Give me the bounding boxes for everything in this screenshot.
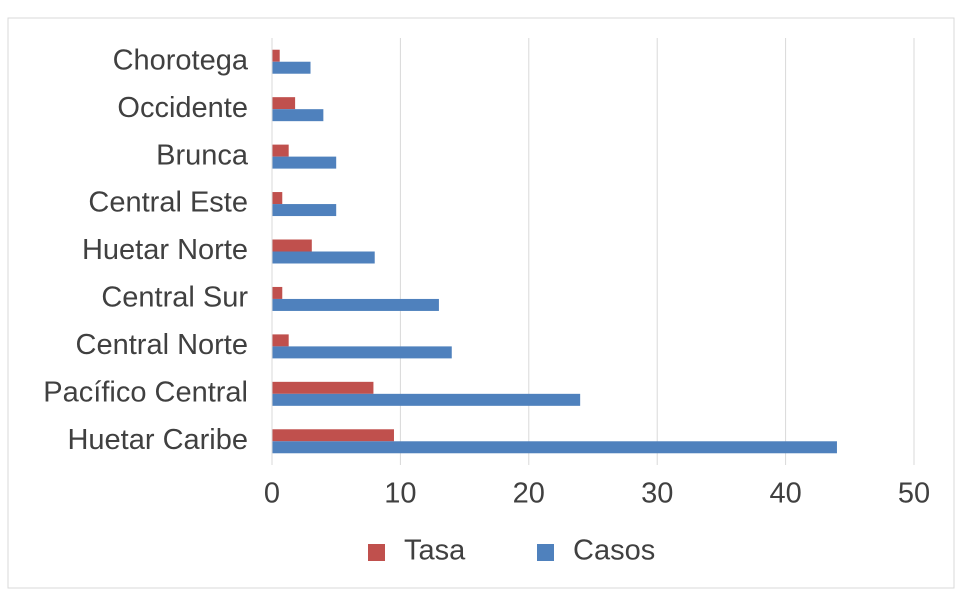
bar bbox=[272, 429, 394, 442]
y-tick-label: Occidente bbox=[117, 92, 248, 124]
y-tick-label: Huetar Norte bbox=[82, 234, 248, 266]
bar bbox=[272, 61, 311, 74]
y-tick-label: Brunca bbox=[156, 139, 249, 171]
bar bbox=[272, 334, 289, 347]
bar bbox=[272, 49, 280, 62]
bar bbox=[272, 204, 337, 217]
x-tick-label: 30 bbox=[641, 478, 673, 510]
bar bbox=[272, 441, 837, 454]
bar bbox=[272, 109, 324, 122]
x-tick-label: 40 bbox=[769, 478, 801, 510]
bar bbox=[272, 381, 374, 394]
y-tick-label: Central Sur bbox=[101, 282, 248, 314]
x-tick-label: 10 bbox=[384, 478, 416, 510]
bar bbox=[272, 156, 337, 169]
bar bbox=[272, 298, 439, 311]
y-tick-label: Pacífico Central bbox=[43, 376, 248, 408]
x-tick-label: 50 bbox=[898, 478, 930, 510]
bar bbox=[272, 144, 289, 157]
bar bbox=[272, 239, 312, 252]
bar bbox=[272, 192, 283, 205]
bar bbox=[272, 393, 581, 406]
chart-border bbox=[7, 17, 955, 589]
bar bbox=[272, 346, 452, 359]
legend-swatch bbox=[368, 544, 385, 561]
y-tick-label: Central Norte bbox=[76, 329, 248, 361]
bar bbox=[272, 286, 283, 299]
bar bbox=[272, 251, 375, 264]
legend-label: Tasa bbox=[404, 535, 466, 567]
x-tick-label: 0 bbox=[264, 478, 280, 510]
legend-swatch bbox=[537, 544, 554, 561]
y-tick-label: Central Este bbox=[88, 187, 248, 219]
legend-label: Casos bbox=[573, 535, 655, 567]
bar bbox=[272, 97, 296, 110]
y-tick-label: Huetar Caribe bbox=[67, 424, 248, 456]
y-tick-label: Chorotega bbox=[113, 44, 249, 76]
x-tick-label: 20 bbox=[513, 478, 545, 510]
